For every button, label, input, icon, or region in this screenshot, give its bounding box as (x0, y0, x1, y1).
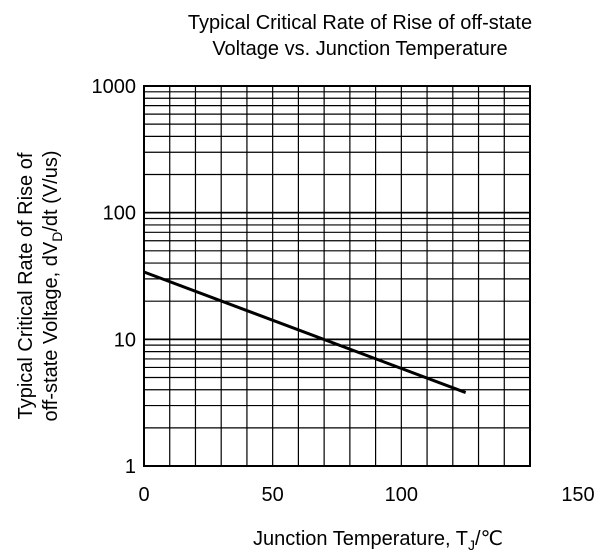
y-tick-label: 1 (125, 456, 136, 478)
x-tick-labels: 0 50 100 150 (138, 484, 594, 506)
x-tick-label: 50 (262, 484, 284, 506)
grid (144, 86, 530, 466)
plot-frame (143, 85, 531, 467)
series-line-1 (143, 270, 467, 394)
y-tick-label: 10 (114, 329, 136, 351)
x-tick-label: 150 (561, 484, 594, 506)
x-tick-label: 0 (138, 484, 149, 506)
x-axis-label: Junction Temperature, TJ/℃ (253, 528, 503, 553)
y-tick-label: 100 (103, 203, 136, 225)
chart-title-line-2: Voltage vs. Junction Temperature (212, 38, 507, 60)
y-axis-label-line-2: off-state Voltage, dVD/dt (V/us) (40, 150, 65, 421)
y-tick-labels: 1 10 100 1000 (92, 76, 137, 478)
chart-title-line-1: Typical Critical Rate of Rise of off-sta… (188, 12, 532, 34)
x-tick-label: 100 (385, 484, 418, 506)
series-group (143, 270, 467, 394)
y-axis-label-line-1: Typical Critical Rate of Rise of (15, 152, 37, 419)
y-tick-label: 1000 (92, 76, 137, 98)
